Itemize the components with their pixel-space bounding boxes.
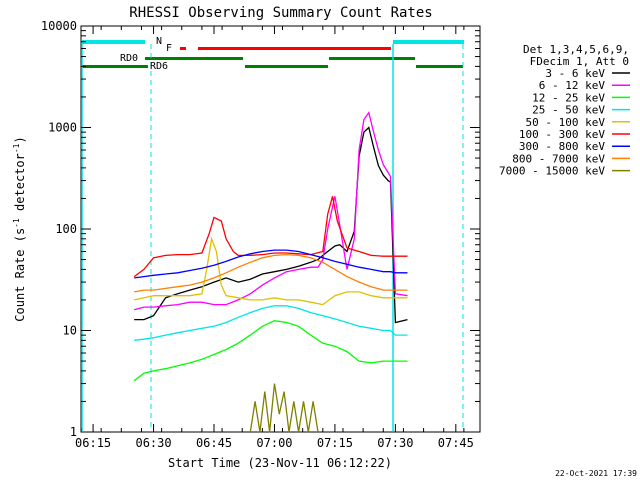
x-tick-label-2: 06:45 (196, 436, 232, 450)
night-bar-2 (393, 40, 464, 44)
rd6-bar-3 (416, 65, 463, 68)
series-line-5 (133, 196, 408, 278)
legend-entry-7: 800 - 7000 keV (512, 152, 605, 165)
x-axis: 06:15 06:30 06:45 07:00 07:15 07:30 07:45 (75, 26, 474, 450)
series-line-2 (133, 320, 408, 382)
y-axis-label: Count Rate (s-1 detector-1) (12, 136, 27, 321)
y-tick-label-2: 100 (55, 222, 77, 236)
legend-entry-3: 25 - 50 keV (532, 104, 605, 117)
series-line-3 (134, 305, 408, 341)
night-markers (81, 44, 464, 431)
series-line-6 (134, 249, 408, 279)
annotation-n: N (156, 36, 162, 47)
timestamp: 22-Oct-2021 17:39 (555, 469, 637, 478)
rd6-bar-1 (82, 65, 148, 68)
rd0-bar-2 (329, 57, 415, 60)
plot-frame (80, 25, 481, 433)
x-tick-label-5: 07:30 (377, 436, 413, 450)
legend-entry-1: 6 - 12 keV (539, 79, 606, 92)
legend-header-1: Det 1,3,4,5,6,9, (523, 43, 629, 56)
rd0-bar-1 (145, 57, 243, 60)
legend-entry-8: 7000 - 15000 keV (499, 165, 605, 178)
series-line-7 (134, 253, 408, 293)
series-line-1 (134, 111, 408, 311)
y-tick-label-0: 1 (70, 425, 77, 439)
series-layer (133, 111, 408, 433)
legend-header-2: FDecim 1, Att 0 (530, 55, 629, 68)
legend-entry-0: 3 - 6 keV (545, 67, 605, 80)
x-tick-label-6: 07:45 (438, 436, 474, 450)
y-axis-label-main: Count Rate (s (13, 228, 27, 322)
annotation-rd0: RD0 (120, 53, 138, 64)
y-axis-label-mid: detector (13, 153, 27, 218)
legend-entry-6: 300 - 800 keV (519, 140, 605, 153)
x-tick-label-4: 07:15 (317, 436, 353, 450)
y-tick-label-4: 10000 (41, 19, 77, 33)
series-line-8 (249, 383, 319, 433)
legend-entry-5: 100 - 300 keV (519, 128, 605, 141)
x-axis-label: Start Time (23-Nov-11 06:12:22) (168, 456, 392, 470)
x-tick-label-3: 07:00 (256, 436, 292, 450)
night-bar-1 (82, 40, 145, 44)
chart-title: RHESSI Observing Summary Count Rates (129, 5, 432, 21)
rd6-bar-2 (245, 65, 328, 68)
y-tick-label-1: 10 (63, 324, 77, 338)
legend: Det 1,3,4,5,6,9, FDecim 1, Att 0 3 - 6 k… (499, 43, 630, 178)
legend-entry-2: 12 - 25 keV (532, 91, 605, 104)
status-bars (82, 40, 464, 68)
x-tick-label-0: 06:15 (75, 436, 111, 450)
annotation-f: F (166, 43, 172, 54)
annotation-rd6: RD6 (150, 61, 168, 72)
series-line-0 (134, 126, 408, 324)
y-axis-label-sup1: -1 (12, 218, 21, 228)
flare-bar-1 (180, 47, 186, 50)
flare-bar-2 (198, 47, 391, 50)
y-axis-label-end: ) (13, 136, 27, 143)
x-tick-label-1: 06:30 (135, 436, 171, 450)
y-axis-label-sup2: -1 (12, 143, 21, 153)
series-line-4 (134, 236, 408, 306)
legend-entry-4: 50 - 100 keV (526, 116, 606, 129)
y-axis: 1 10 100 1000 10000 (41, 19, 480, 439)
y-tick-label-3: 1000 (48, 121, 77, 135)
